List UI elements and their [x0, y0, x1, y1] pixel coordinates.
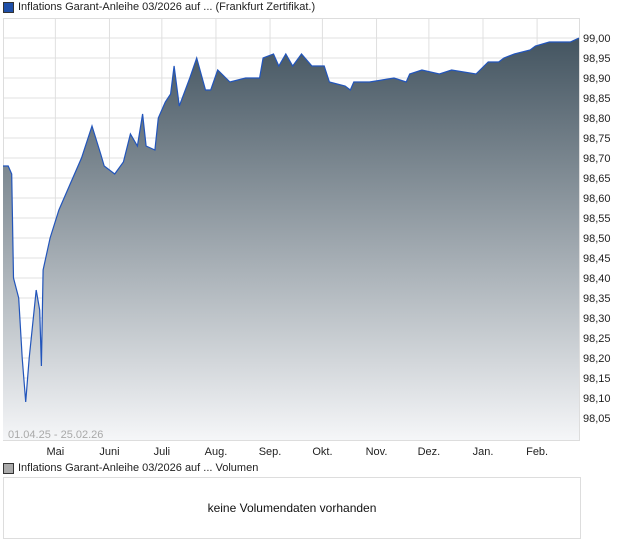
y-tick-label: 98,50 — [583, 233, 611, 245]
x-tick-label: Sep. — [259, 446, 282, 458]
y-tick-label: 98,05 — [583, 413, 611, 425]
y-tick-label: 98,45 — [583, 253, 611, 265]
y-tick-label: 98,75 — [583, 133, 611, 145]
y-tick-label: 98,65 — [583, 173, 611, 185]
y-tick-label: 98,20 — [583, 353, 611, 365]
y-tick-label: 98,80 — [583, 113, 611, 125]
y-tick-label: 99,00 — [583, 33, 611, 45]
y-tick-label: 98,40 — [583, 273, 611, 285]
x-tick-label: Feb. — [526, 446, 548, 458]
price-area — [3, 38, 579, 440]
date-range-label: 01.04.25 - 25.02.26 — [8, 429, 103, 441]
price-chart: 99,00 98,95 98,90 98,85 98,80 98,75 98,70 98,65… — [3, 18, 611, 458]
x-tick-label: Okt. — [312, 446, 332, 458]
y-tick-label: 98,60 — [583, 193, 611, 205]
price-line — [3, 37, 580, 403]
y-tick-label: 98,15 — [583, 373, 611, 385]
volume-legend-label: Inflations Garant-Anleihe 03/2026 auf ..… — [18, 462, 259, 474]
x-tick-label: Jan. — [473, 446, 494, 458]
price-legend-swatch — [3, 1, 14, 13]
x-tick-label: Juni — [99, 446, 119, 458]
price-legend-label: Inflations Garant-Anleihe 03/2026 auf ..… — [18, 1, 316, 13]
x-tick-label: Juli — [154, 446, 171, 458]
y-tick-label: 98,30 — [583, 313, 611, 325]
volume-legend-swatch — [3, 462, 14, 474]
no-volume-message: keine Volumendaten vorhanden — [207, 501, 377, 515]
y-tick-label: 98,85 — [583, 93, 611, 105]
volume-legend: Inflations Garant-Anleihe 03/2026 auf ..… — [3, 462, 258, 474]
x-tick-label: Nov. — [366, 446, 388, 458]
x-tick-label: Mai — [46, 446, 64, 458]
y-tick-label: 98,10 — [583, 393, 611, 405]
y-tick-label: 98,55 — [583, 213, 611, 225]
y-tick-label: 98,70 — [583, 153, 611, 165]
y-tick-label: 98,95 — [583, 53, 611, 65]
y-tick-label: 98,35 — [583, 293, 611, 305]
y-tick-label: 98,25 — [583, 333, 611, 345]
price-legend: Inflations Garant-Anleihe 03/2026 auf ..… — [3, 1, 315, 13]
volume-panel: keine Volumendaten vorhanden — [3, 477, 581, 539]
x-tick-label: Dez. — [418, 446, 441, 458]
y-tick-label: 98,90 — [583, 73, 611, 85]
x-tick-label: Aug. — [205, 446, 228, 458]
